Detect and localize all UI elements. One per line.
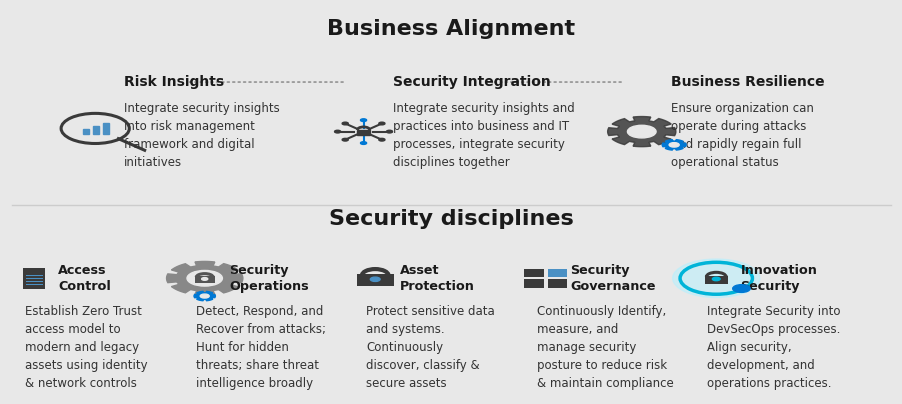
- Bar: [704, 276, 727, 284]
- Text: Continuously Identify,
measure, and
manage security
posture to reduce risk
& mai: Continuously Identify, measure, and mana…: [536, 305, 673, 390]
- Text: Business Alignment: Business Alignment: [327, 19, 575, 38]
- Bar: [356, 130, 370, 135]
- Text: Security disciplines: Security disciplines: [328, 209, 574, 229]
- Bar: [547, 279, 566, 288]
- Text: Security
Operations: Security Operations: [229, 264, 308, 293]
- Circle shape: [201, 278, 207, 280]
- Circle shape: [386, 130, 392, 133]
- Bar: [25, 275, 42, 276]
- Circle shape: [335, 130, 340, 133]
- Circle shape: [627, 125, 656, 138]
- Circle shape: [342, 122, 348, 125]
- Circle shape: [379, 122, 384, 125]
- Text: Innovation
Security: Innovation Security: [740, 264, 816, 293]
- Bar: [82, 129, 88, 134]
- Circle shape: [712, 277, 719, 281]
- Bar: [356, 274, 393, 286]
- Text: Protect sensitive data
and systems.
Continuously
discover, classify &
secure ass: Protect sensitive data and systems. Cont…: [366, 305, 494, 390]
- Circle shape: [370, 277, 380, 282]
- Text: Access
Control: Access Control: [59, 264, 111, 293]
- Circle shape: [379, 138, 384, 141]
- Bar: [93, 126, 99, 134]
- Text: Integrate Security into
DevSecOps processes.
Align security,
development, and
op: Integrate Security into DevSecOps proces…: [706, 305, 840, 390]
- Bar: [25, 280, 42, 282]
- Circle shape: [360, 119, 366, 122]
- Text: Integrate security insights
into risk management
framework and digital
initiativ: Integrate security insights into risk ma…: [124, 102, 280, 169]
- Text: Detect, Respond, and
Recover from attacks;
Hunt for hidden
threats; share threat: Detect, Respond, and Recover from attack…: [196, 305, 326, 390]
- Circle shape: [187, 270, 222, 286]
- Text: Security
Governance: Security Governance: [569, 264, 655, 293]
- Polygon shape: [607, 116, 675, 147]
- Text: Ensure organization can
operate during attacks
and rapidly regain full
operation: Ensure organization can operate during a…: [670, 102, 814, 169]
- Polygon shape: [194, 291, 216, 301]
- Circle shape: [342, 138, 348, 141]
- Text: Security Integration: Security Integration: [392, 75, 550, 89]
- Circle shape: [668, 143, 678, 147]
- Circle shape: [732, 285, 750, 292]
- Circle shape: [360, 142, 366, 144]
- Bar: [23, 268, 45, 288]
- Text: Risk Insights: Risk Insights: [124, 75, 224, 89]
- Bar: [103, 123, 109, 134]
- Polygon shape: [166, 261, 243, 295]
- Text: Business Resilience: Business Resilience: [670, 75, 824, 89]
- Bar: [524, 269, 543, 278]
- Bar: [524, 279, 543, 288]
- Bar: [547, 269, 566, 278]
- Text: Asset
Protection: Asset Protection: [399, 264, 474, 293]
- Text: Integrate security insights and
practices into business and IT
processes, integr: Integrate security insights and practice…: [392, 102, 575, 169]
- Bar: [25, 284, 42, 285]
- Circle shape: [200, 294, 209, 298]
- Polygon shape: [661, 140, 686, 150]
- Circle shape: [672, 259, 759, 297]
- Bar: [195, 276, 215, 282]
- Text: Establish Zero Trust
access model to
modern and legacy
assets using identity
& n: Establish Zero Trust access model to mod…: [25, 305, 148, 390]
- Bar: [25, 278, 42, 279]
